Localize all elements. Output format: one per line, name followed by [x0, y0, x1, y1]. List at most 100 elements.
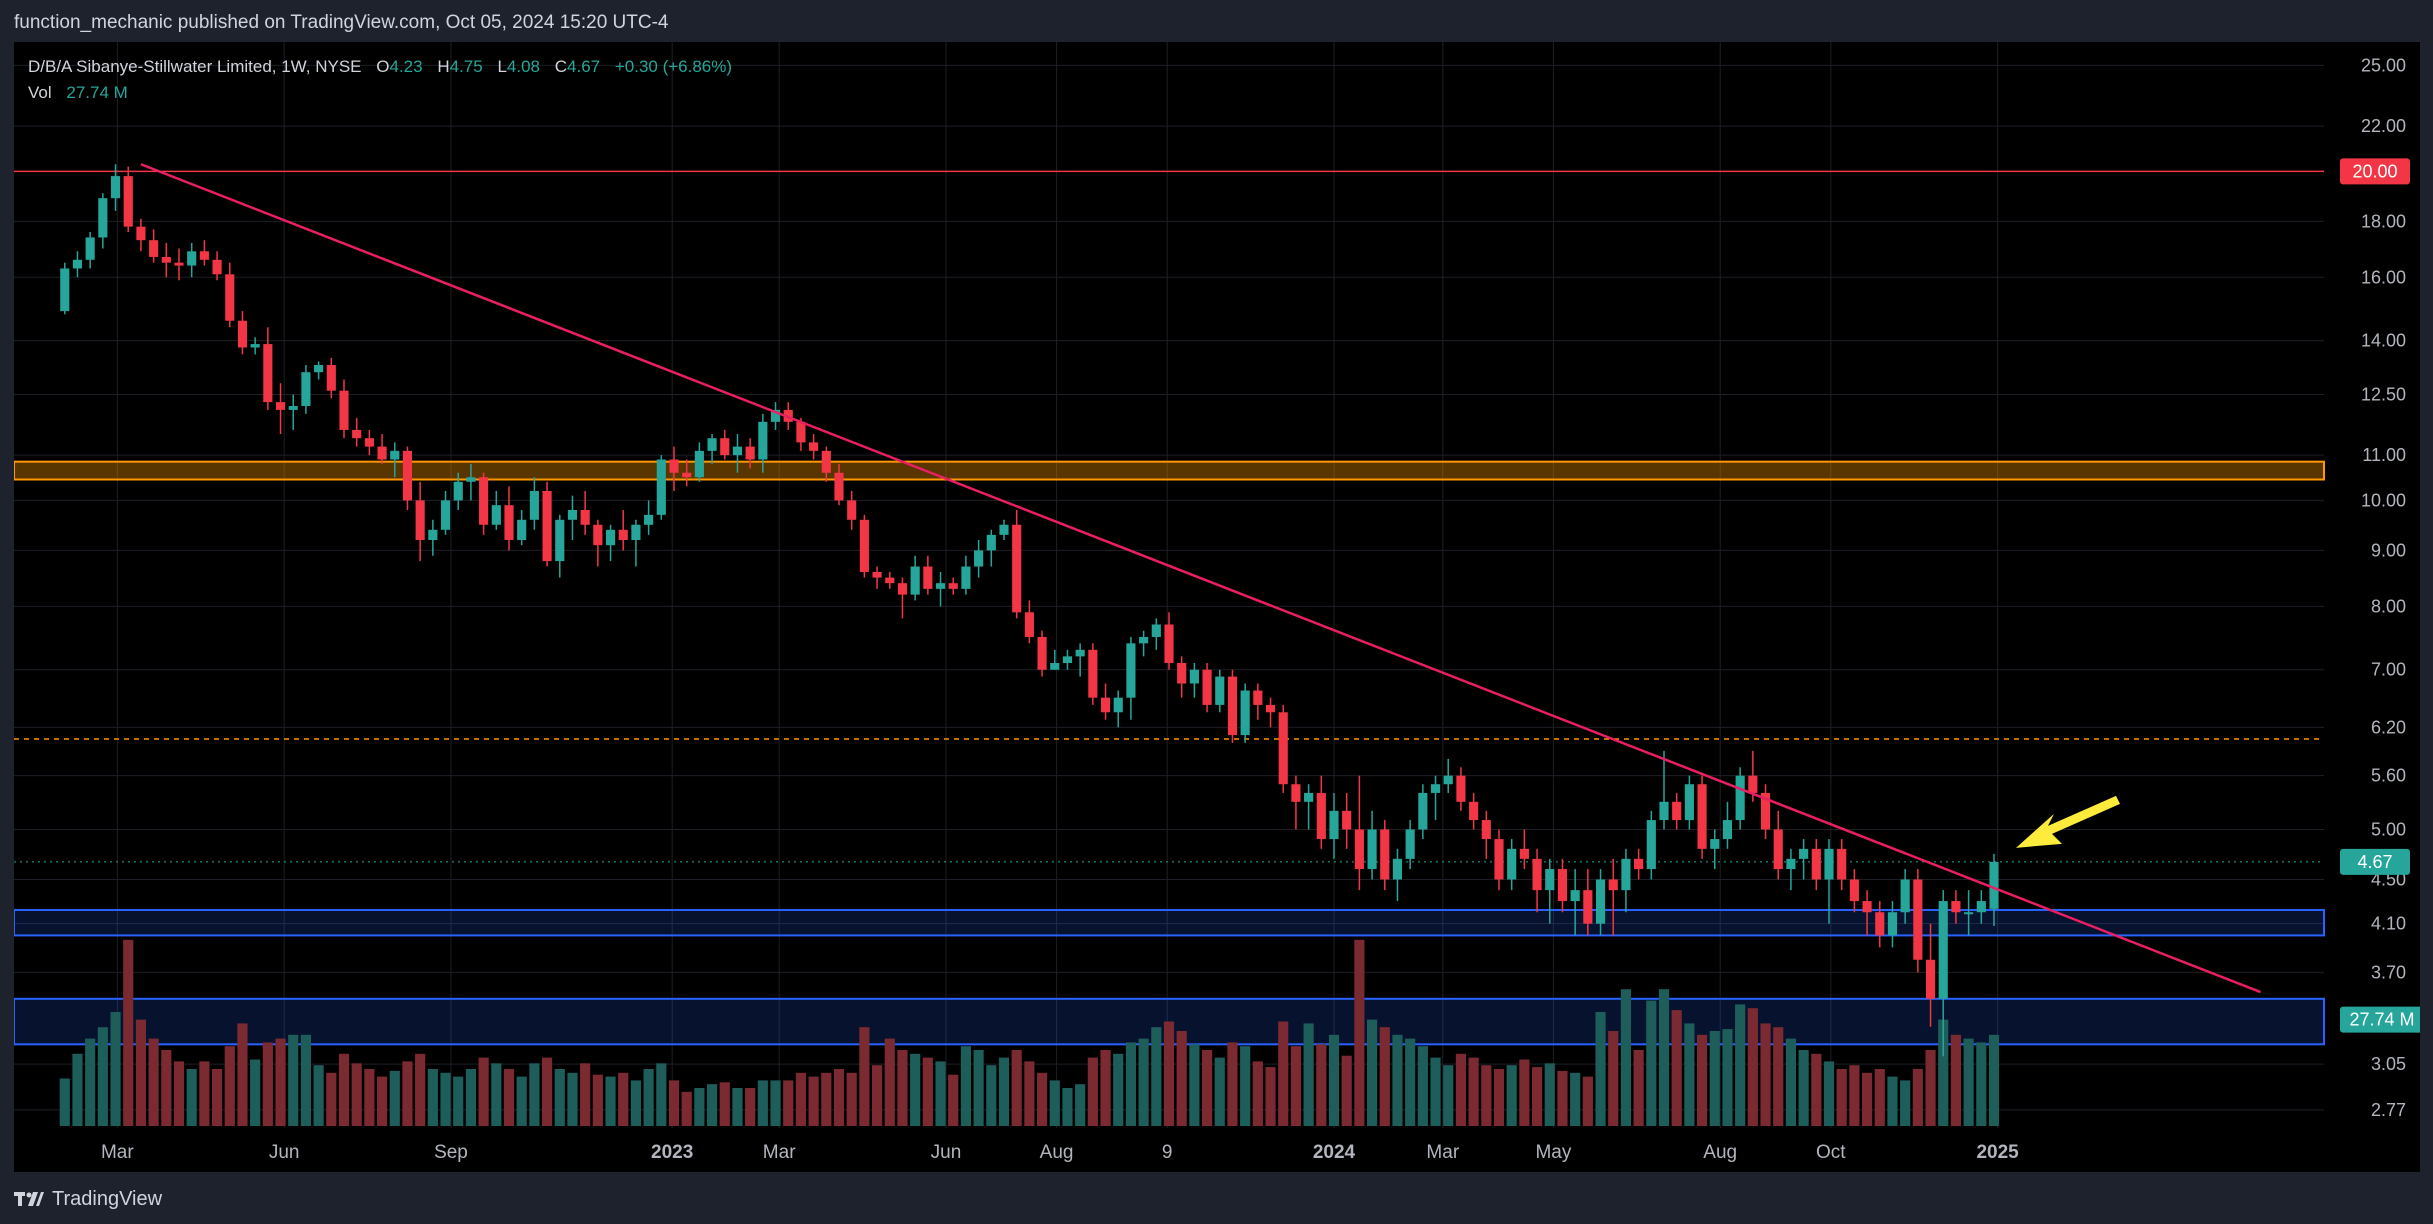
candle-body[interactable] [1570, 890, 1580, 902]
candle-body[interactable] [1722, 820, 1733, 840]
candle-body[interactable] [847, 500, 857, 520]
candle-body[interactable] [1139, 636, 1149, 644]
candle-body[interactable] [1519, 848, 1529, 859]
candle-body[interactable] [1481, 820, 1491, 840]
candle-body[interactable] [644, 514, 654, 525]
candlestick-chart[interactable]: 25.00 22.00 20.00 18.00 16.00 14.00 12.50 11.00… [14, 42, 2420, 1172]
candle-body[interactable] [1811, 848, 1821, 880]
candle-body[interactable] [593, 524, 603, 546]
candle-body[interactable] [237, 320, 248, 348]
candle-body[interactable] [529, 491, 539, 520]
candle-body[interactable] [199, 251, 209, 260]
candle-body[interactable] [1710, 839, 1720, 849]
candle-body[interactable] [415, 500, 425, 540]
candle-body[interactable] [897, 583, 908, 595]
candle-body[interactable] [1557, 869, 1568, 902]
candle-body[interactable] [1050, 662, 1060, 670]
candle-body[interactable] [1900, 879, 1910, 913]
candle-body[interactable] [872, 572, 882, 578]
candle-body[interactable] [1799, 848, 1809, 859]
candle-body[interactable] [1405, 829, 1415, 859]
candle-body[interactable] [466, 477, 476, 482]
candle-body[interactable] [1342, 810, 1352, 830]
candle-body[interactable] [440, 500, 451, 530]
candle-body[interactable] [1849, 879, 1859, 902]
candle-body[interactable] [1316, 792, 1326, 840]
candle-body[interactable] [1151, 624, 1161, 637]
candle-body[interactable] [402, 450, 413, 501]
candle-body[interactable] [1443, 775, 1453, 785]
candle-body[interactable] [1012, 524, 1022, 613]
candle-body[interactable] [1037, 636, 1047, 670]
candle-body[interactable] [1062, 656, 1073, 663]
candle-body[interactable] [961, 566, 971, 589]
candle-body[interactable] [1583, 890, 1593, 924]
candle-body[interactable] [1989, 861, 1999, 909]
candle-body[interactable] [1824, 848, 1834, 880]
candle-body[interactable] [935, 583, 946, 589]
candle-body[interactable] [1634, 858, 1644, 870]
candle-body[interactable] [720, 438, 730, 456]
candle-body[interactable] [948, 583, 958, 589]
candle-body[interactable] [1608, 879, 1618, 891]
candle-body[interactable] [1024, 612, 1034, 637]
candle-body[interactable] [618, 529, 628, 540]
candle-body[interactable] [1113, 697, 1123, 713]
candle-body[interactable] [288, 406, 298, 410]
candle-body[interactable] [1697, 784, 1707, 849]
candle-body[interactable] [1735, 775, 1745, 821]
candle-body[interactable] [301, 372, 311, 407]
candle-body[interactable] [364, 438, 374, 447]
candle-body[interactable] [758, 421, 768, 460]
candle-body[interactable] [809, 442, 819, 451]
candle-body[interactable] [161, 256, 171, 263]
candle-body[interactable] [1291, 784, 1301, 802]
candle-body[interactable] [1672, 801, 1682, 821]
candle-body[interactable] [212, 259, 222, 275]
candle-body[interactable] [60, 268, 70, 312]
candle-body[interactable] [1392, 858, 1403, 880]
candle-body[interactable] [174, 262, 184, 266]
candle-body[interactable] [339, 390, 349, 430]
candle-body[interactable] [479, 477, 489, 525]
candle-body[interactable] [1760, 792, 1771, 830]
candle-body[interactable] [72, 259, 83, 269]
chart-pane[interactable]: 25.00 22.00 20.00 18.00 16.00 14.00 12.50 11.00… [14, 42, 2420, 1172]
candle-body[interactable] [377, 446, 387, 460]
candle-body[interactable] [1976, 901, 1986, 913]
candle-body[interactable] [517, 519, 527, 540]
candle-body[interactable] [1215, 676, 1225, 705]
candle-body[interactable] [1278, 712, 1288, 785]
candle-body[interactable] [1430, 784, 1441, 793]
candle-body[interactable] [250, 344, 260, 348]
candle-body[interactable] [110, 176, 121, 199]
candle-body[interactable] [1545, 869, 1555, 891]
candle-body[interactable] [1595, 879, 1606, 924]
candle-body[interactable] [1494, 839, 1504, 880]
candle-body[interactable] [1964, 912, 1974, 915]
candle-body[interactable] [745, 446, 755, 460]
symbol-name[interactable]: D/B/A Sibanye-Stillwater Limited, 1W, NY… [28, 57, 362, 76]
candle-body[interactable] [567, 509, 578, 520]
candle-body[interactable] [1684, 784, 1694, 821]
candle-body[interactable] [263, 344, 273, 403]
candle-body[interactable] [1227, 676, 1238, 736]
candle-body[interactable] [859, 519, 869, 573]
candle-body[interactable] [682, 472, 692, 478]
candle-body[interactable] [1380, 829, 1390, 880]
candle-body[interactable] [631, 524, 641, 540]
candle-body[interactable] [1469, 801, 1479, 821]
candle-body[interactable] [1456, 775, 1466, 802]
candle-body[interactable] [1887, 912, 1898, 936]
candle-body[interactable] [187, 251, 197, 266]
candle-body[interactable] [1354, 829, 1364, 870]
candle-body[interactable] [1646, 820, 1656, 870]
candle-body[interactable] [1532, 858, 1542, 891]
candle-body[interactable] [732, 446, 743, 456]
candle-body[interactable] [770, 409, 781, 422]
candle-body[interactable] [275, 402, 286, 410]
candle-body[interactable] [1507, 848, 1517, 880]
candle-body[interactable] [923, 566, 933, 589]
candle-body[interactable] [123, 176, 133, 227]
candle-body[interactable] [1748, 775, 1758, 793]
